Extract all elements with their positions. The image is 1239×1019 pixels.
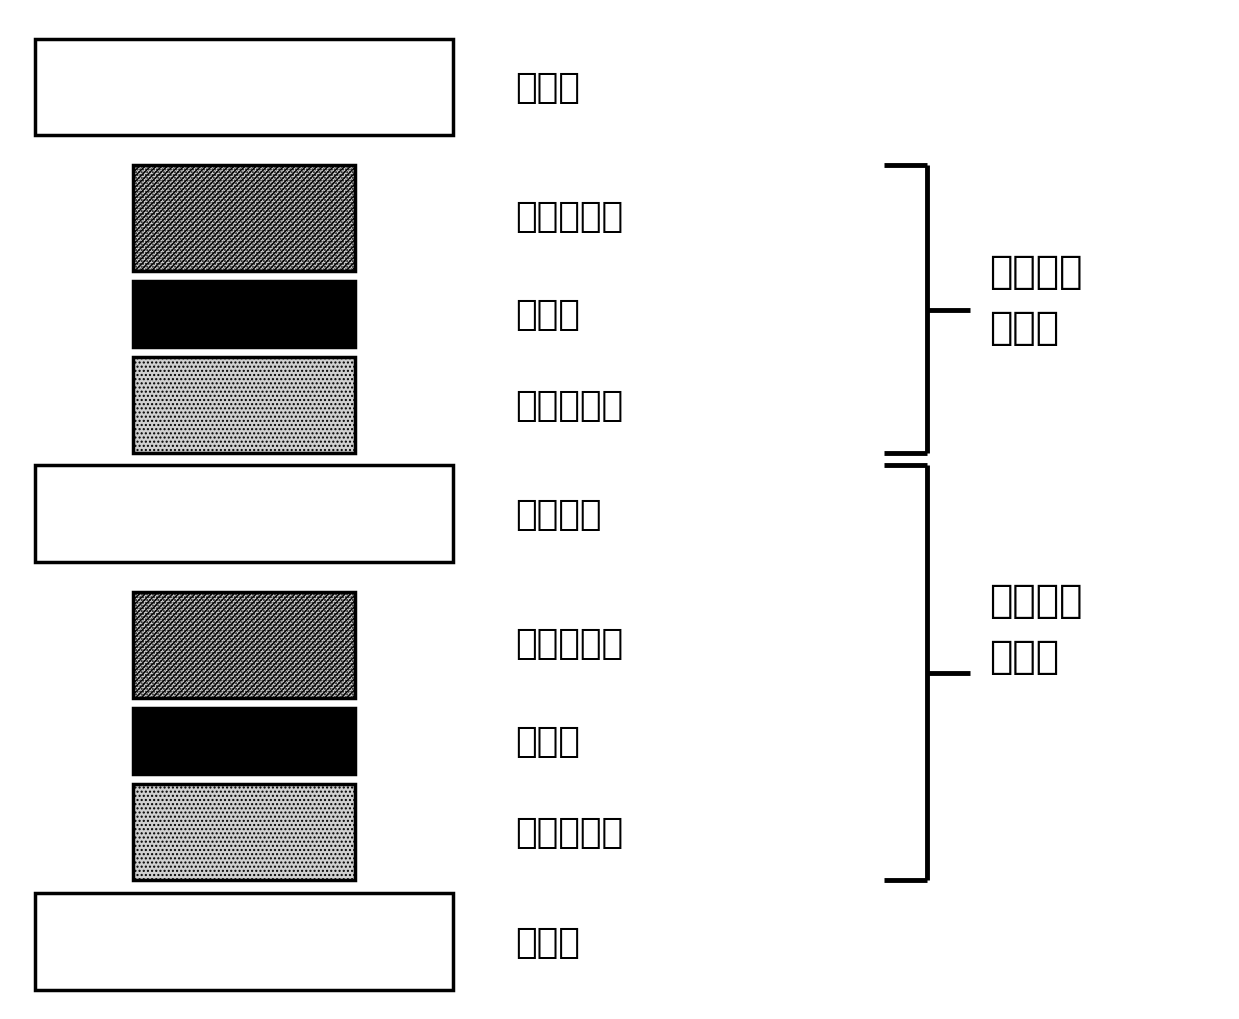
- Text: 第一层相: 第一层相: [989, 582, 1082, 620]
- Bar: [134, 592, 354, 698]
- Bar: [134, 592, 354, 698]
- Text: 阻挡层: 阻挡层: [515, 298, 580, 331]
- Bar: [134, 785, 354, 880]
- Bar: [134, 708, 354, 774]
- Bar: [134, 166, 354, 272]
- Text: 变单元: 变单元: [989, 637, 1059, 675]
- Text: 中间电极: 中间电极: [515, 497, 601, 532]
- Text: 顶电极: 顶电极: [515, 71, 580, 105]
- Text: 相变材料层: 相变材料层: [515, 626, 623, 660]
- Text: 变单元: 变单元: [989, 309, 1059, 346]
- Text: 第二层相: 第二层相: [989, 253, 1082, 291]
- Text: 选择器件层: 选择器件层: [515, 388, 623, 423]
- Bar: [35, 466, 453, 562]
- Bar: [35, 894, 453, 989]
- Bar: [134, 282, 354, 347]
- Text: 底电极: 底电极: [515, 925, 580, 959]
- Bar: [134, 358, 354, 453]
- Bar: [35, 40, 453, 136]
- Text: 相变材料层: 相变材料层: [515, 200, 623, 233]
- Text: 阻挡层: 阻挡层: [515, 723, 580, 758]
- Bar: [134, 166, 354, 272]
- Text: 选择器件层: 选择器件层: [515, 815, 623, 849]
